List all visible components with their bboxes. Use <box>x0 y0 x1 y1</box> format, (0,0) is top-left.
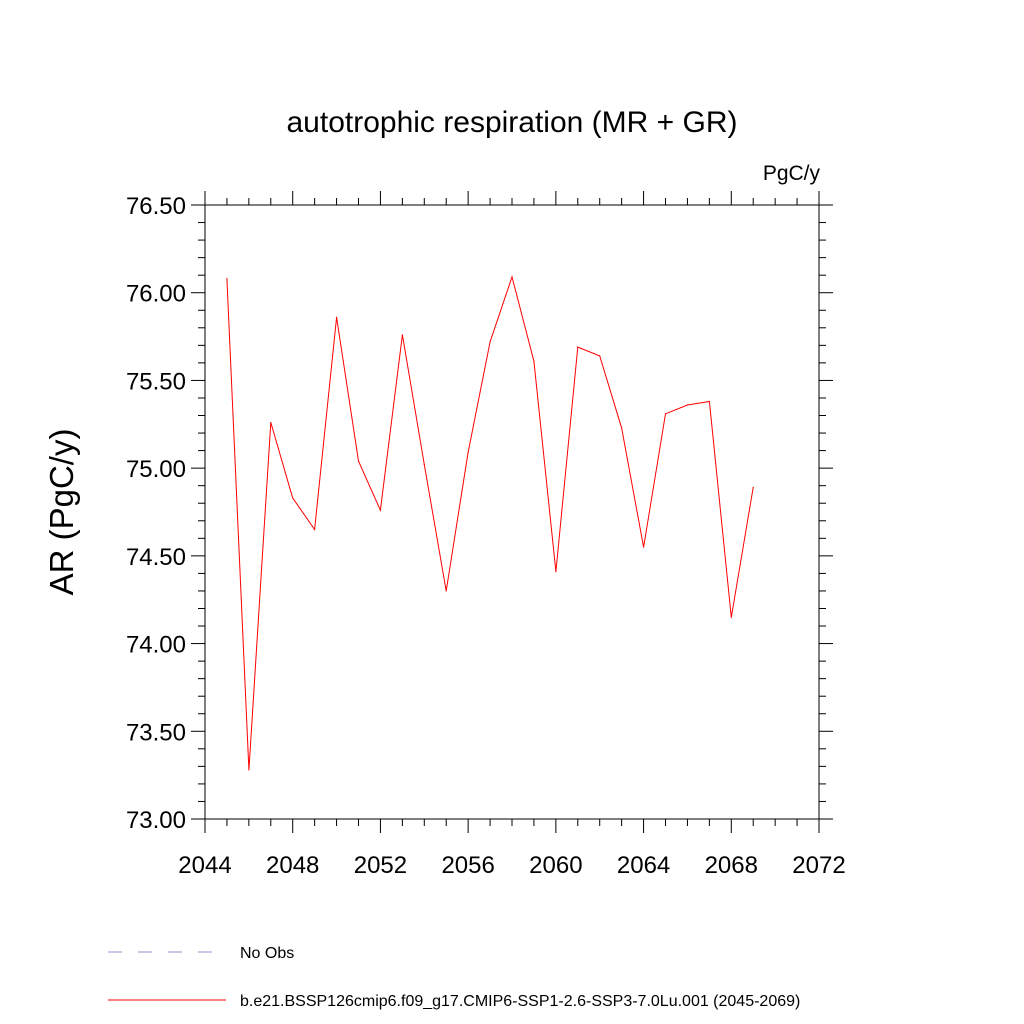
x-tick-label: 2052 <box>354 852 407 879</box>
data-point <box>292 497 294 499</box>
chart-units: PgC/y <box>763 162 821 185</box>
legend: No Obs b.e21.BSSP126cmip6.f09_g17.CMIP6-S… <box>108 945 800 1010</box>
y-tick-label: 75.00 <box>126 456 186 483</box>
data-point <box>621 427 623 429</box>
chart-title: autotrophic respiration (MR + GR) <box>287 106 738 139</box>
x-tick-label: 2072 <box>792 852 845 879</box>
y-tick-label: 75.50 <box>126 368 186 395</box>
x-tick-label: 2064 <box>617 852 670 879</box>
x-tick-label: 2056 <box>441 852 494 879</box>
series-layer <box>226 275 754 771</box>
data-point <box>511 276 513 278</box>
data-point <box>599 355 601 357</box>
y-tick-label: 74.50 <box>126 544 186 571</box>
data-point <box>248 769 250 771</box>
data-point <box>270 421 272 424</box>
data-point <box>401 334 403 336</box>
data-point <box>533 360 535 362</box>
data-point <box>708 400 710 403</box>
y-axis-label: AR (PgC/y) <box>43 429 80 596</box>
data-point <box>379 509 382 511</box>
data-point <box>752 486 754 489</box>
data-point <box>642 546 645 548</box>
y-tick-label: 74.00 <box>126 632 186 659</box>
y-tick-label: 76.00 <box>126 281 186 308</box>
data-point <box>335 316 338 318</box>
y-tick-label: 76.50 <box>126 193 186 220</box>
data-point <box>686 404 689 406</box>
data-point <box>226 278 228 280</box>
data-point <box>357 460 360 462</box>
series-line <box>226 275 754 770</box>
x-tick-label: 2068 <box>705 852 758 879</box>
data-point <box>423 464 425 466</box>
x-tick-label: 2048 <box>266 852 319 879</box>
x-tick-label: 2044 <box>178 852 231 879</box>
data-point <box>730 616 732 618</box>
data-point <box>577 346 579 348</box>
data-point <box>467 451 469 453</box>
plot-frame <box>204 204 820 820</box>
data-point <box>489 341 491 343</box>
legend-label: b.e21.BSSP126cmip6.f09_g17.CMIP6-SSP1-2.… <box>240 993 800 1010</box>
y-tick-label: 73.50 <box>126 719 186 746</box>
data-point <box>445 590 447 592</box>
y-tick-label: 73.00 <box>126 807 186 834</box>
data-point <box>555 571 557 573</box>
data-point <box>664 413 667 415</box>
legend-label: No Obs <box>240 945 294 962</box>
ticks-layer: 2044 2048 2052 2056 2060 2064 2068 2072 73.00 73.… <box>126 191 846 879</box>
x-tick-label: 2060 <box>529 852 582 879</box>
data-point <box>314 528 316 531</box>
